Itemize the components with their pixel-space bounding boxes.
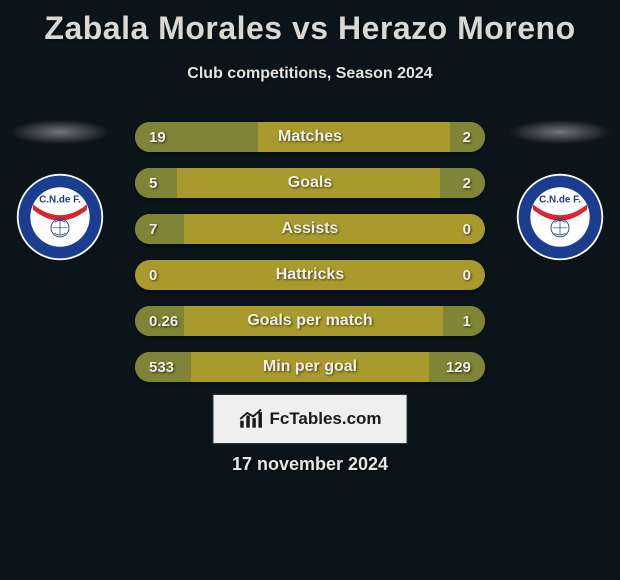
stat-row: 533Min per goal129 — [135, 352, 485, 382]
stat-label: Goals — [135, 174, 485, 192]
player-left: C.N.de F. — [10, 120, 110, 262]
stat-value-right: 2 — [463, 175, 471, 192]
stat-value-right: 0 — [463, 221, 471, 238]
subtitle: Club competitions, Season 2024 — [0, 65, 620, 83]
stat-row: 7Assists0 — [135, 214, 485, 244]
stat-label: Matches — [135, 128, 485, 146]
stat-row: 0Hattricks0 — [135, 260, 485, 290]
avatar-placeholder-left — [10, 120, 110, 144]
fctables-watermark: FcTables.com — [213, 394, 408, 444]
stat-value-right: 129 — [446, 359, 471, 376]
fctables-label: FcTables.com — [269, 409, 381, 429]
stat-label: Min per goal — [135, 358, 485, 376]
club-badge-left: C.N.de F. — [15, 172, 105, 262]
stat-label: Hattricks — [135, 266, 485, 284]
stat-value-right: 2 — [463, 129, 471, 146]
avatar-placeholder-right — [510, 120, 610, 144]
page-title: Zabala Morales vs Herazo Moreno — [0, 0, 620, 47]
club-badge-right: C.N.de F. — [515, 172, 605, 262]
stat-label: Assists — [135, 220, 485, 238]
svg-text:C.N.de F.: C.N.de F. — [539, 195, 581, 206]
date-label: 17 november 2024 — [0, 454, 620, 475]
stat-label: Goals per match — [135, 312, 485, 330]
stat-value-right: 0 — [463, 267, 471, 284]
player-right: C.N.de F. — [510, 120, 610, 262]
stat-row: 0.26Goals per match1 — [135, 306, 485, 336]
fctables-icon — [238, 408, 264, 430]
stat-row: 19Matches2 — [135, 122, 485, 152]
svg-text:C.N.de F.: C.N.de F. — [39, 195, 81, 206]
stat-row: 5Goals2 — [135, 168, 485, 198]
stats-table: 19Matches25Goals27Assists00Hattricks00.2… — [135, 122, 485, 398]
stat-value-right: 1 — [463, 313, 471, 330]
